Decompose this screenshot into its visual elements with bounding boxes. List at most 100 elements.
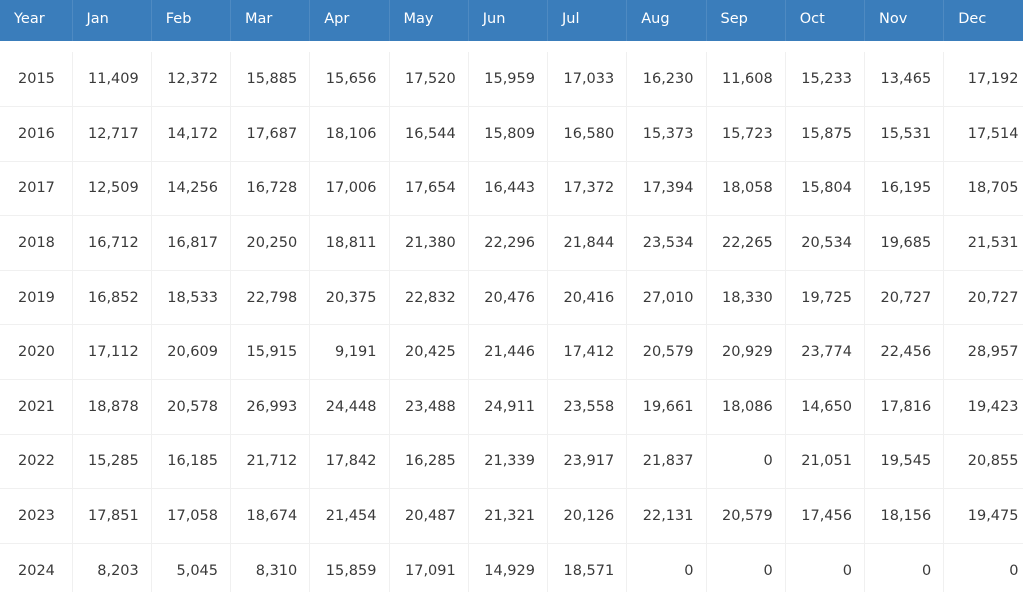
value-cell-jan: 8,203 (72, 543, 152, 592)
value-cell-apr: 15,656 (309, 52, 390, 108)
value-cell-mar: 15,915 (230, 324, 311, 381)
value-cell-mar: 16,728 (230, 161, 311, 217)
value-cell-nov: 13,465 (864, 52, 945, 108)
table-top-spacer (0, 41, 1023, 52)
value-cell-feb: 16,817 (151, 215, 232, 271)
table-header-row: Year Jan Feb Mar Apr May Jun Jul Aug Sep Oct Nov Dec (0, 0, 1023, 41)
value-cell-oct: 15,804 (785, 161, 866, 217)
table-row: 2016 12,717 14,172 17,687 18,106 16,544 15,809… (0, 106, 1023, 162)
value-cell-mar: 21,712 (230, 434, 311, 490)
column-header-may[interactable]: May (389, 0, 469, 41)
value-cell-jul: 16,580 (547, 106, 628, 162)
column-header-mar[interactable]: Mar (230, 0, 311, 41)
value-cell-oct: 20,534 (785, 215, 866, 271)
value-cell-jul: 17,372 (547, 161, 628, 217)
table-row: 2019 16,852 18,533 22,798 20,375 22,832 20,476… (0, 270, 1023, 326)
value-cell-jan: 11,409 (72, 52, 152, 108)
value-cell-nov: 15,531 (864, 106, 945, 162)
value-cell-jan: 18,878 (72, 379, 152, 435)
value-cell-mar: 8,310 (230, 543, 311, 592)
column-header-jul[interactable]: Jul (547, 0, 628, 41)
value-cell-sep: 0 (706, 434, 786, 490)
column-header-nov[interactable]: Nov (864, 0, 945, 41)
value-cell-may: 20,487 (389, 488, 469, 544)
column-header-jan[interactable]: Jan (72, 0, 152, 41)
table-row: 2017 12,509 14,256 16,728 17,006 17,654 16,443… (0, 161, 1023, 217)
value-cell-jun: 21,339 (468, 434, 549, 490)
value-cell-jun: 21,446 (468, 324, 549, 381)
row-year-cell: 2019 (0, 270, 73, 326)
value-cell-oct: 19,725 (785, 270, 866, 326)
value-cell-jul: 17,033 (547, 52, 628, 108)
row-year-cell: 2024 (0, 543, 73, 592)
value-cell-nov: 22,456 (864, 324, 945, 381)
column-header-apr[interactable]: Apr (309, 0, 390, 41)
value-cell-feb: 20,609 (151, 324, 232, 381)
value-cell-may: 16,285 (389, 434, 469, 490)
value-cell-apr: 20,375 (309, 270, 390, 326)
value-cell-sep: 11,608 (706, 52, 786, 108)
value-cell-may: 22,832 (389, 270, 469, 326)
value-cell-jun: 15,809 (468, 106, 549, 162)
value-cell-nov: 20,727 (864, 270, 945, 326)
value-cell-mar: 17,687 (230, 106, 311, 162)
row-year-cell: 2022 (0, 434, 73, 490)
value-cell-oct: 0 (785, 543, 866, 592)
value-cell-jul: 20,416 (547, 270, 628, 326)
value-cell-may: 23,488 (389, 379, 469, 435)
value-cell-aug: 21,837 (626, 434, 707, 490)
row-year-cell: 2017 (0, 161, 73, 217)
row-year-cell: 2018 (0, 215, 73, 271)
value-cell-apr: 18,106 (309, 106, 390, 162)
row-year-cell: 2021 (0, 379, 73, 435)
column-header-sep[interactable]: Sep (706, 0, 786, 41)
column-header-feb[interactable]: Feb (151, 0, 232, 41)
value-cell-sep: 18,058 (706, 161, 786, 217)
value-cell-aug: 22,131 (626, 488, 707, 544)
value-cell-nov: 18,156 (864, 488, 945, 544)
value-cell-aug: 19,661 (626, 379, 707, 435)
value-cell-oct: 14,650 (785, 379, 866, 435)
column-header-jun[interactable]: Jun (468, 0, 549, 41)
table-row: 2023 17,851 17,058 18,674 21,454 20,487 21,321… (0, 488, 1023, 544)
column-header-dec[interactable]: Dec (943, 0, 1023, 41)
value-cell-jul: 23,558 (547, 379, 628, 435)
value-cell-apr: 21,454 (309, 488, 390, 544)
value-cell-mar: 22,798 (230, 270, 311, 326)
column-header-year[interactable]: Year (0, 0, 73, 41)
value-cell-apr: 24,448 (309, 379, 390, 435)
value-cell-may: 20,425 (389, 324, 469, 381)
value-cell-aug: 20,579 (626, 324, 707, 381)
column-header-aug[interactable]: Aug (626, 0, 707, 41)
value-cell-jan: 17,112 (72, 324, 152, 381)
value-cell-jul: 23,917 (547, 434, 628, 490)
value-cell-feb: 14,256 (151, 161, 232, 217)
value-cell-feb: 14,172 (151, 106, 232, 162)
value-cell-oct: 15,233 (785, 52, 866, 108)
value-cell-nov: 0 (864, 543, 945, 592)
table-row: 2022 15,285 16,185 21,712 17,842 16,285 21,339… (0, 434, 1023, 490)
value-cell-dec: 19,423 (943, 379, 1023, 435)
value-cell-mar: 20,250 (230, 215, 311, 271)
value-cell-jul: 21,844 (547, 215, 628, 271)
value-cell-nov: 19,685 (864, 215, 945, 271)
value-cell-feb: 20,578 (151, 379, 232, 435)
table-row: 2021 18,878 20,578 26,993 24,448 23,488 24,911… (0, 379, 1023, 435)
value-cell-feb: 18,533 (151, 270, 232, 326)
column-header-oct[interactable]: Oct (785, 0, 866, 41)
table-body: 2015 11,409 12,372 15,885 15,656 17,520 15,959… (0, 41, 1023, 592)
value-cell-aug: 17,394 (626, 161, 707, 217)
value-cell-jan: 16,712 (72, 215, 152, 271)
value-cell-may: 21,380 (389, 215, 469, 271)
value-cell-oct: 21,051 (785, 434, 866, 490)
value-cell-apr: 17,006 (309, 161, 390, 217)
value-cell-may: 17,654 (389, 161, 469, 217)
value-cell-dec: 17,514 (943, 106, 1023, 162)
value-cell-dec: 28,957 (943, 324, 1023, 381)
value-cell-may: 17,520 (389, 52, 469, 108)
table-header: Year Jan Feb Mar Apr May Jun Jul Aug Sep Oct Nov Dec (0, 0, 1023, 41)
value-cell-may: 16,544 (389, 106, 469, 162)
value-cell-dec: 19,475 (943, 488, 1023, 544)
value-cell-jul: 17,412 (547, 324, 628, 381)
